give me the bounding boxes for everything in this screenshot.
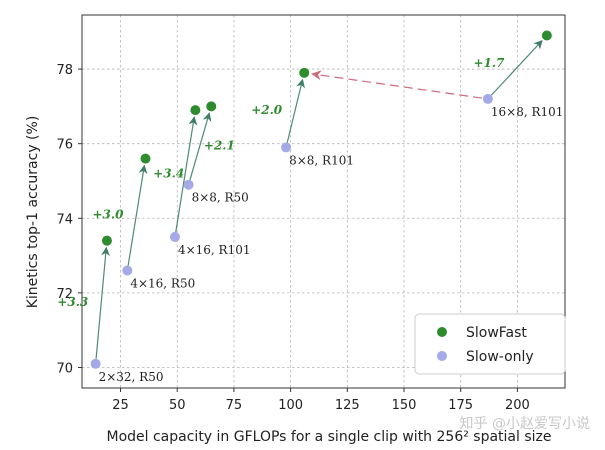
legend-label-slow-only: Slow-only (466, 349, 534, 365)
x-tick-label: 75 (226, 398, 243, 413)
slowfast-point (140, 153, 151, 164)
y-tick-label: 78 (56, 63, 73, 78)
slowfast-point (299, 67, 310, 78)
slow-only-point (482, 93, 493, 104)
slow-only-point (122, 265, 133, 276)
slow-only-point (90, 358, 101, 369)
legend-label-slowfast: SlowFast (466, 325, 527, 341)
model-config-label: 2×32, R50 (99, 370, 164, 384)
y-axis-label: Kinetics top-1 accuracy (%) (25, 116, 41, 309)
y-tick-label: 72 (56, 287, 73, 302)
x-tick-label: 150 (392, 398, 417, 413)
model-config-label: 4×16, R50 (130, 277, 195, 291)
x-tick-label: 100 (278, 398, 303, 413)
model-config-label: 8×8, R101 (289, 153, 354, 167)
improvement-arrow (189, 112, 212, 181)
y-tick-label: 74 (56, 212, 73, 227)
improvement-arrow (286, 78, 306, 143)
improvement-arrow (95, 246, 111, 359)
gain-label: +1.7 (473, 56, 505, 70)
improvement-arrow (127, 164, 148, 266)
slowfast-point (190, 105, 201, 116)
x-tick-label: 50 (169, 398, 186, 413)
slow-only-point (183, 179, 194, 190)
legend-marker-slow-only (437, 351, 447, 361)
slowfast-point (541, 30, 552, 41)
slow-only-point (281, 142, 292, 153)
gain-label: +2.0 (251, 103, 283, 117)
slow-only-point (169, 231, 180, 242)
grid (82, 15, 565, 388)
model-config-label: 16×8, R101 (491, 105, 564, 119)
gain-label: +3.3 (57, 295, 88, 309)
gain-label: +2.1 (204, 139, 235, 153)
data-points (90, 30, 552, 369)
slowfast-point (206, 101, 217, 112)
x-axis-label: Model capacity in GFLOPs for a single cl… (107, 429, 552, 445)
point-labels: +3.3 +3.0 +3.4 +2.1 +2.0 +1.7 2×32, R50 4×16, R… (57, 56, 563, 384)
model-config-label: 4×16, R101 (178, 243, 251, 257)
y-tick-label: 76 (56, 138, 73, 153)
slowfast-point (101, 235, 112, 246)
y-tick-label: 70 (56, 361, 73, 376)
x-tick-label: 125 (335, 398, 360, 413)
legend-marker-slowfast (437, 327, 447, 337)
x-tick-label: 175 (448, 398, 473, 413)
gain-label: +3.4 (153, 167, 184, 181)
legend-box (414, 313, 566, 375)
watermark-text: 知乎 @小赵爱写小说 (460, 415, 590, 432)
dashed-comparison-arrow (311, 70, 483, 99)
legend: SlowFast Slow-only (414, 313, 566, 375)
gain-label: +3.0 (92, 208, 124, 222)
improvement-arrow (175, 116, 198, 233)
model-config-label: 8×8, R50 (192, 191, 249, 205)
arrows (95, 39, 543, 359)
axis-ticks: 25 50 75 100 125 150 175 200 70 72 74 76 78 (56, 63, 529, 413)
x-tick-label: 200 (505, 398, 530, 413)
improvement-arrow (490, 39, 543, 96)
x-tick-label: 25 (112, 398, 129, 413)
plot-frame (81, 14, 566, 389)
